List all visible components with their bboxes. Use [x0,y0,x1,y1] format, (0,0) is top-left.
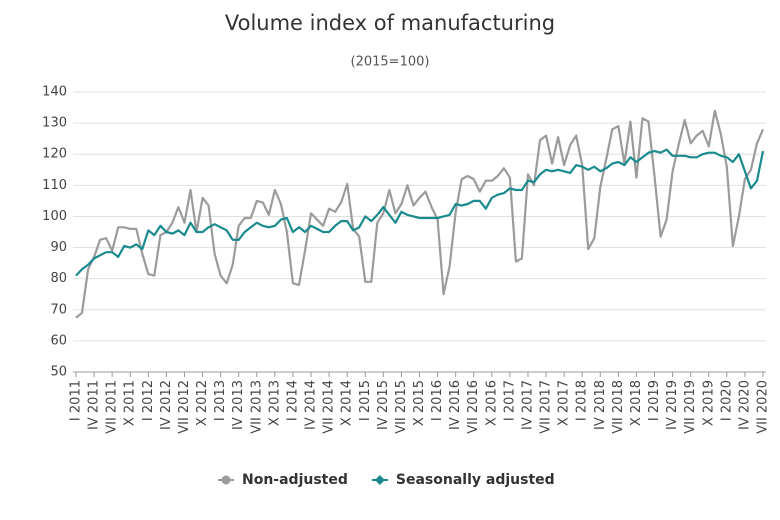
y-tick-label: 120 [42,147,67,162]
x-tick-label: I 2013 [213,380,228,421]
legend-label: Seasonally adjusted [396,472,555,488]
x-tick-label: VII 2017 [539,380,554,434]
x-tick-label: X 2015 [412,380,427,426]
x-tick-label: I 2014 [285,380,300,421]
x-tick-label: VII 2013 [249,380,264,434]
legend-label: Non-adjusted [242,472,348,488]
x-tick-label: X 2016 [484,380,499,426]
x-tick-label: VII 2019 [683,380,698,434]
x-tick-label: VII 2015 [394,380,409,434]
x-tick-label: I 2019 [647,380,662,421]
y-tick-label: 110 [42,178,67,193]
x-tick-label: IV 2011 [87,380,102,430]
y-tick-label: 60 [50,333,67,348]
y-tick-label: 100 [42,209,67,224]
x-tick-label: IV 2018 [593,380,608,430]
x-tick-label: IV 2012 [159,380,174,430]
legend-marker [221,475,231,485]
x-tick-label: I 2011 [69,380,84,421]
x-tick-label: X 2017 [557,380,572,426]
series-line [75,148,765,277]
y-tick-label: 70 [50,302,67,317]
x-tick-label: IV 2014 [304,380,319,430]
x-tick-label: X 2013 [267,380,282,426]
x-tick-label: IV 2013 [231,380,246,430]
x-tick-label: I 2012 [141,380,156,421]
x-tick-label: IV 2019 [665,380,680,430]
x-tick-label: IV 2020 [737,380,752,430]
x-tick-label: IV 2017 [520,380,535,430]
y-tick-label: 90 [50,240,67,255]
legend-marker [374,475,385,485]
chart-title: Volume index of manufacturing [225,11,555,35]
x-tick-label: VII 2011 [105,380,120,434]
x-tick-label: X 2011 [123,380,138,426]
x-tick-label: VII 2016 [466,380,481,434]
x-tick-label: VII 2018 [611,380,626,434]
x-tick-label: I 2017 [502,380,517,421]
y-tick-label: 80 [50,271,67,286]
x-tick-label: VII 2020 [756,380,771,434]
x-tick-label: I 2015 [358,380,373,421]
x-tick-label: X 2018 [629,380,644,426]
y-tick-label: 50 [50,365,67,380]
chart-subtitle: (2015=100) [351,55,430,70]
x-tick-label: I 2018 [575,380,590,421]
x-tick-label: I 2020 [719,380,734,421]
x-tick-label: I 2016 [430,380,445,421]
x-tick-label: X 2012 [195,380,210,426]
x-tick-label: IV 2015 [376,380,391,430]
y-tick-label: 130 [42,116,67,131]
x-tick-label: X 2014 [340,380,355,426]
x-tick-label: VII 2014 [322,380,337,434]
x-tick-label: IV 2016 [448,380,463,430]
x-tick-label: X 2019 [701,380,716,426]
y-tick-label: 140 [42,85,67,100]
x-tick-label: VII 2012 [177,380,192,434]
series-line [75,109,765,319]
